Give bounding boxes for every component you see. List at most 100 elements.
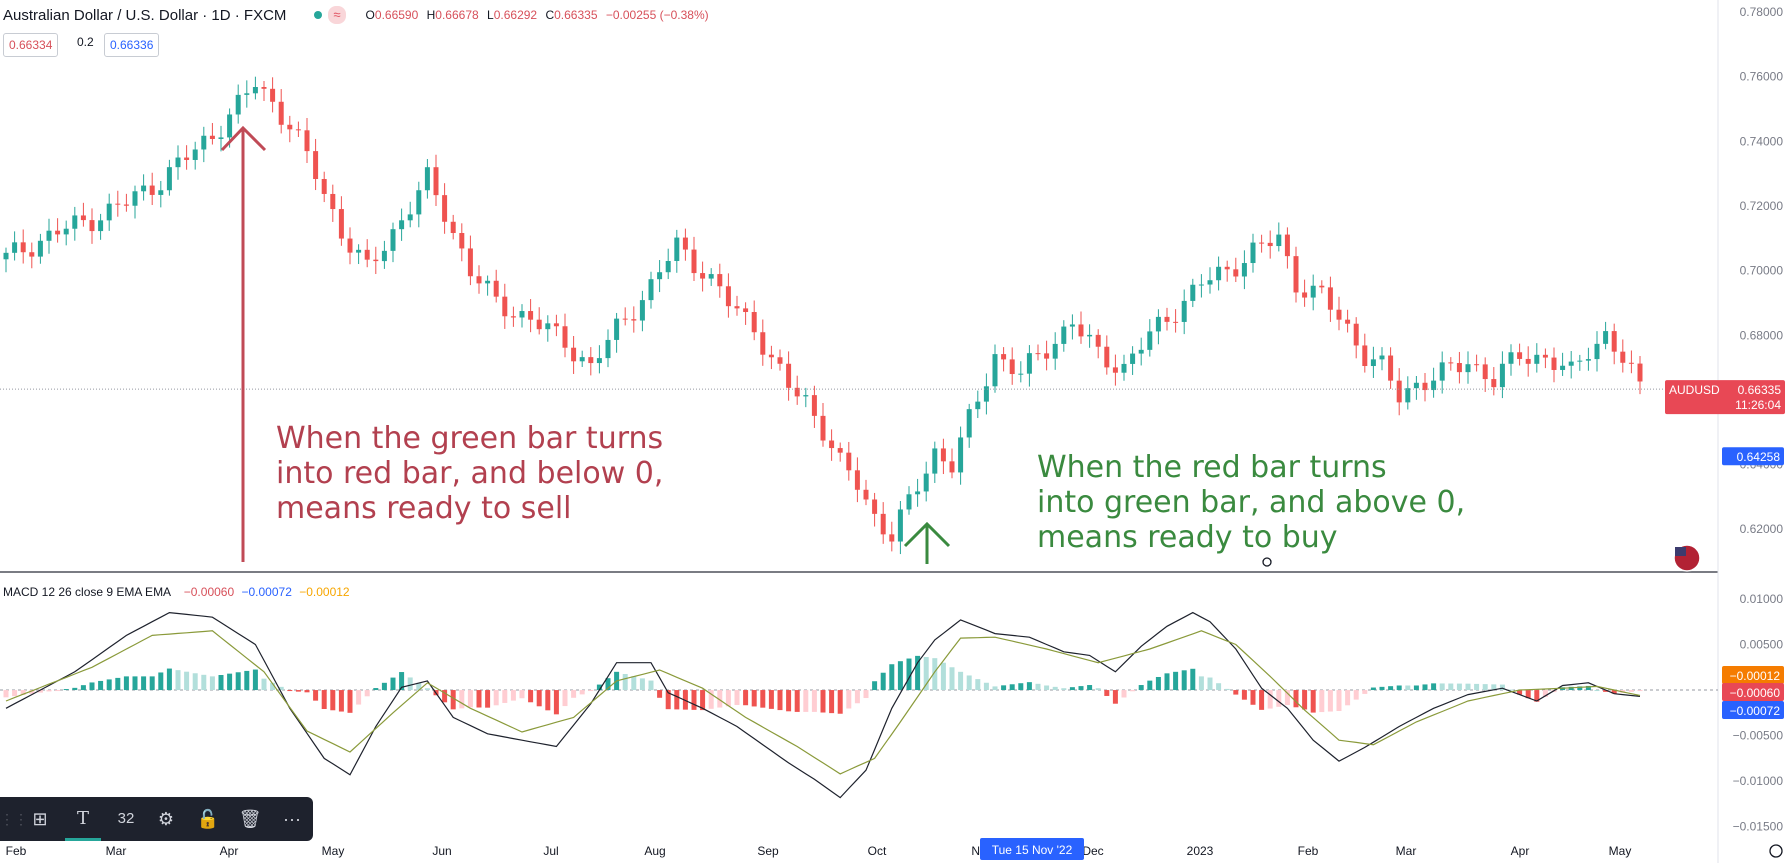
candle: [897, 509, 903, 542]
buy-price-button[interactable]: 0.66336: [104, 33, 160, 57]
candle: [519, 311, 525, 318]
text-tool-icon[interactable]: T: [65, 797, 101, 841]
macd-histogram-bar: [751, 690, 757, 707]
macd-histogram-bar: [975, 679, 981, 691]
cursor-circle-icon[interactable]: [1262, 557, 1272, 567]
candle: [278, 101, 284, 125]
crosshair-price-badge: [1722, 447, 1784, 466]
macd-histogram-bar: [932, 658, 938, 691]
last-price-badge[interactable]: [1665, 380, 1785, 415]
macd-histogram-bar: [175, 670, 181, 691]
settings-gear-icon[interactable]: ⚙: [157, 809, 175, 829]
macd-histogram-bar: [347, 690, 353, 713]
candle: [1173, 321, 1179, 323]
macd-legend[interactable]: MACD 12 26 close 9 EMA EMA −0.00060 −0.0…: [3, 585, 350, 599]
macd-histogram-bar: [399, 672, 405, 691]
macd-histogram-bar: [1112, 690, 1118, 704]
candle: [794, 387, 800, 397]
macd-value-badge: [1722, 666, 1784, 684]
candle: [880, 513, 886, 535]
candle: [846, 452, 852, 471]
macd-legend-name: MACD 12 26 close 9 EMA EMA: [3, 585, 171, 599]
add-template-icon[interactable]: ⊞: [32, 809, 48, 829]
candle: [923, 473, 929, 492]
candle: [1001, 354, 1007, 360]
signal-line: [5, 630, 1641, 775]
candle: [872, 499, 878, 514]
time-tick-label: Dec: [1082, 844, 1103, 858]
candle: [1585, 359, 1591, 361]
candle: [158, 190, 164, 195]
macd-value-badge: [1722, 683, 1784, 701]
candle: [751, 312, 757, 333]
candle: [1044, 353, 1050, 359]
candle: [106, 203, 112, 221]
candle: [166, 167, 172, 191]
candle: [338, 209, 344, 239]
candle: [424, 167, 430, 191]
sell-arrow-head[interactable]: [220, 125, 267, 152]
candle: [829, 440, 835, 449]
macd-histogram-bar: [1482, 684, 1488, 691]
lock-icon[interactable]: 🔓: [196, 809, 220, 829]
candle: [700, 273, 706, 279]
macd-tick-label: −0.00500: [1733, 729, 1784, 743]
candle: [1534, 354, 1540, 364]
candle: [1310, 285, 1316, 298]
time-tick-label: Feb: [1298, 844, 1319, 858]
macd-histogram-bar: [571, 690, 577, 698]
candle: [1474, 364, 1480, 366]
sell-annotation[interactable]: When the green bar turns into red bar, a…: [276, 421, 664, 526]
macd-histogram-bar: [1594, 690, 1600, 692]
macd-histogram-bar: [1525, 690, 1531, 699]
drag-handle-icon[interactable]: ⋮⋮: [0, 811, 28, 827]
candle: [476, 276, 482, 284]
macd-histogram-bar: [1104, 690, 1110, 696]
candle: [1130, 353, 1136, 364]
candle: [1293, 256, 1299, 293]
buy-arrow-head[interactable]: [903, 521, 951, 548]
macd-histogram-bar: [1499, 684, 1505, 691]
candle: [906, 494, 912, 510]
candle: [313, 151, 319, 180]
candle: [1052, 343, 1058, 359]
macd-histogram-bar: [80, 685, 86, 691]
candle: [295, 129, 301, 131]
candle: [1087, 334, 1093, 337]
price-tick-label: 0.62000: [1740, 522, 1784, 536]
market-status-icon[interactable]: [314, 11, 323, 19]
candle: [1018, 373, 1024, 375]
settings-icon[interactable]: [1769, 844, 1783, 858]
macd-histogram-bar: [854, 690, 860, 704]
macd-legend-value-1: −0.00060: [183, 585, 235, 599]
time-tick-label: 2023: [1187, 844, 1214, 858]
candle: [545, 323, 551, 330]
wave-icon[interactable]: ≈: [328, 6, 346, 24]
candle: [1456, 363, 1462, 373]
macd-histogram-bar: [1431, 683, 1437, 691]
candle: [450, 221, 456, 234]
macd-histogram-bar: [1370, 687, 1376, 691]
macd-histogram-bar: [940, 662, 946, 691]
candle: [416, 190, 422, 215]
macd-histogram-bar: [20, 690, 26, 695]
ohlc-values: O0.66590 H0.66678 L0.66292 C0.66335 −0.0…: [366, 8, 714, 22]
symbol-title[interactable]: Australian Dollar / U.S. Dollar · 1D · F…: [3, 6, 287, 24]
candle: [373, 259, 379, 262]
macd-histogram-bar: [803, 690, 809, 712]
font-size-button[interactable]: 32: [117, 810, 135, 827]
trash-icon[interactable]: 🗑: [238, 809, 262, 829]
candle: [528, 311, 534, 320]
buy-annotation[interactable]: When the red bar turns into green bar, a…: [1037, 450, 1466, 555]
high-label: H: [426, 8, 436, 22]
low-label: L: [487, 8, 494, 22]
more-options-icon[interactable]: ···: [283, 809, 301, 829]
macd-histogram-bar: [381, 682, 387, 691]
macd-histogram-bar: [338, 690, 344, 712]
sell-price-button[interactable]: 0.66334: [3, 33, 59, 57]
candle: [184, 157, 190, 160]
candle: [786, 363, 792, 388]
candle: [992, 354, 998, 387]
candle: [1345, 319, 1351, 324]
